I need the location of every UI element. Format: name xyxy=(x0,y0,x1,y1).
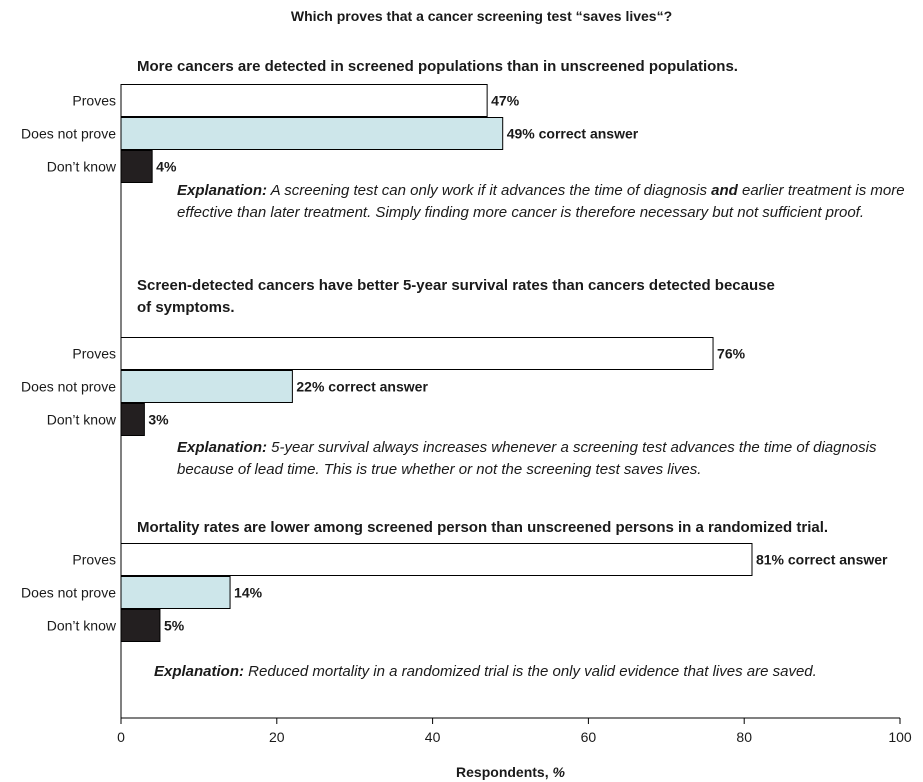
question-title: of symptoms. xyxy=(137,299,235,316)
bar-does-not-prove xyxy=(120,576,231,609)
category-label: Proves xyxy=(72,346,116,362)
explanation-body: Reduced mortality in a randomized trial … xyxy=(244,663,817,680)
bar-does-not-prove xyxy=(120,117,504,150)
chart-title: Which proves that a cancer screening tes… xyxy=(290,8,673,24)
question-title: More cancers are detected in screened po… xyxy=(137,58,738,75)
data-label: 3% xyxy=(148,412,169,428)
x-axis-label-text: Respondents, xyxy=(456,764,553,780)
data-label: 81% correct answer xyxy=(756,552,888,568)
explanation-body: earlier treatment is more effective than… xyxy=(177,182,905,221)
category-label: Don’t know xyxy=(47,618,117,634)
bar-proves xyxy=(120,84,488,117)
bar-don-t-know xyxy=(120,150,153,183)
explanation-body: 5-year survival always increases wheneve… xyxy=(177,439,877,478)
bar-don-t-know xyxy=(120,609,161,642)
category-label: Don’t know xyxy=(47,159,117,175)
data-label: 4% xyxy=(156,159,177,175)
data-label: 14% xyxy=(234,585,263,601)
explanation-text: Explanation: Reduced mortality in a rand… xyxy=(154,661,914,683)
category-label: Does not prove xyxy=(21,126,116,142)
x-axis-label: Respondents, % xyxy=(456,764,565,780)
category-label: Don’t know xyxy=(47,412,117,428)
category-label: Does not prove xyxy=(21,379,116,395)
x-axis-label-unit: % xyxy=(552,764,565,780)
x-tick-label: 60 xyxy=(581,729,597,745)
data-label: 47% xyxy=(491,93,520,109)
category-label: Proves xyxy=(72,93,116,109)
question-title: Mortality rates are lower among screened… xyxy=(137,519,829,536)
explanation-text: Explanation: 5-year survival always incr… xyxy=(177,437,917,481)
data-label: 49% correct answer xyxy=(507,126,639,142)
explanation-lead: Explanation: xyxy=(177,439,268,456)
bar-don-t-know xyxy=(120,403,145,436)
explanation-lead: Explanation: xyxy=(177,182,268,199)
category-label: Proves xyxy=(72,552,116,568)
explanation-emphasis: and xyxy=(711,182,738,199)
question-title: Screen-detected cancers have better 5-ye… xyxy=(137,277,775,294)
data-label: 22% correct answer xyxy=(296,379,428,395)
explanation-lead: Explanation: xyxy=(154,663,245,680)
bar-does-not-prove xyxy=(120,370,293,403)
bar-proves xyxy=(120,337,714,370)
bar-proves xyxy=(120,543,753,576)
x-tick-label: 20 xyxy=(269,729,285,745)
x-tick-label: 0 xyxy=(117,729,125,745)
data-label: 76% xyxy=(717,346,746,362)
explanation-text: Explanation: A screening test can only w… xyxy=(177,180,907,224)
explanation-body: A screening test can only work if it adv… xyxy=(267,182,712,199)
data-label: 5% xyxy=(164,618,185,634)
x-tick-label: 80 xyxy=(736,729,752,745)
category-label: Does not prove xyxy=(21,585,116,601)
x-tick-label: 40 xyxy=(425,729,441,745)
x-tick-label: 100 xyxy=(888,729,912,745)
